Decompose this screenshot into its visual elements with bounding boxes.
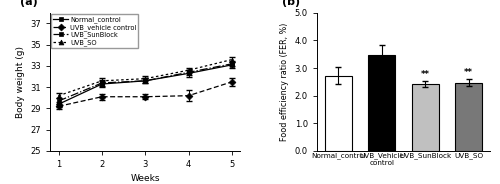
UVB_vehicle control bbox=[186, 95, 192, 97]
Y-axis label: Food efficiency ratio (FER, %): Food efficiency ratio (FER, %) bbox=[280, 23, 289, 141]
UVB_SO bbox=[99, 80, 105, 82]
X-axis label: Weeks: Weeks bbox=[130, 174, 160, 183]
Text: **: ** bbox=[464, 68, 473, 77]
UVB_SunBlock bbox=[186, 71, 192, 73]
UVB_vehicle control bbox=[56, 105, 62, 107]
Normal_control bbox=[229, 64, 235, 66]
UVB_vehicle control bbox=[99, 96, 105, 98]
Normal_control bbox=[186, 72, 192, 75]
Line: Normal_control: Normal_control bbox=[56, 62, 234, 107]
Bar bbox=[324, 75, 351, 151]
UVB_vehicle control bbox=[142, 96, 148, 98]
UVB_SO bbox=[56, 95, 62, 97]
Legend: Normal_control, UVB_vehicle control, UVB_SunBlock, UVB_SO: Normal_control, UVB_vehicle control, UVB… bbox=[52, 14, 139, 48]
UVB_vehicle control bbox=[229, 81, 235, 83]
Y-axis label: Body weight (g): Body weight (g) bbox=[16, 46, 24, 118]
Text: (b): (b) bbox=[282, 0, 300, 7]
UVB_SO bbox=[186, 69, 192, 71]
Normal_control bbox=[56, 103, 62, 105]
Line: UVB_SO: UVB_SO bbox=[56, 57, 234, 98]
Bar bbox=[412, 84, 438, 151]
UVB_SunBlock bbox=[56, 100, 62, 102]
Bar bbox=[368, 55, 395, 151]
Line: UVB_SunBlock: UVB_SunBlock bbox=[56, 61, 234, 103]
Text: (a): (a) bbox=[20, 0, 38, 7]
UVB_SO bbox=[229, 59, 235, 61]
Line: UVB_vehicle control: UVB_vehicle control bbox=[56, 79, 234, 109]
Text: **: ** bbox=[420, 70, 430, 79]
Bar bbox=[455, 83, 482, 151]
Normal_control bbox=[99, 83, 105, 85]
Normal_control bbox=[142, 80, 148, 82]
UVB_SunBlock bbox=[229, 63, 235, 65]
UVB_SunBlock bbox=[99, 82, 105, 84]
UVB_SunBlock bbox=[142, 80, 148, 82]
UVB_SO bbox=[142, 78, 148, 80]
